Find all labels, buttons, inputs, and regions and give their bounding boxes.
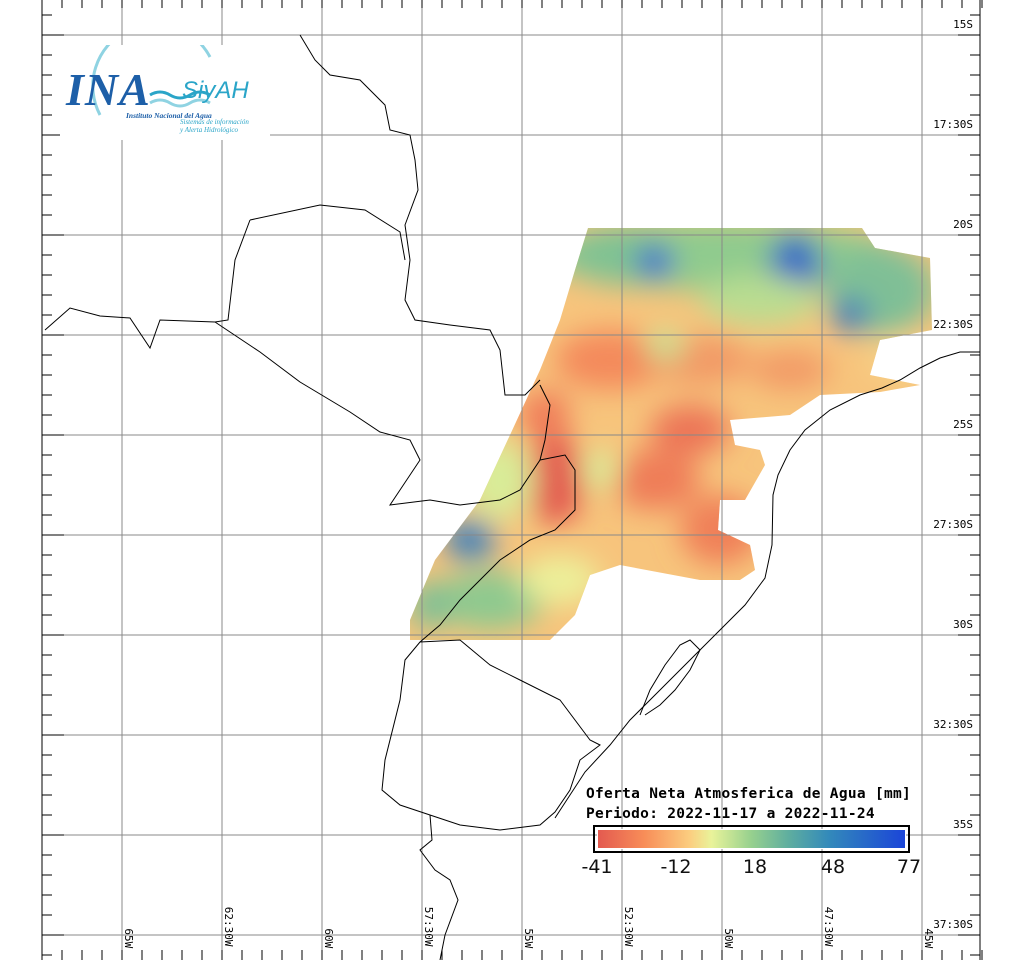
latitude-label: 35S — [953, 818, 973, 831]
logo-arc-icon — [91, 45, 212, 116]
latitude-label: 22:30S — [933, 318, 973, 331]
logo-subtitle-line2: y Alerta Hidrológico — [180, 126, 238, 134]
legend-title-block: Oferta Neta Atmosferica de Agua [mm] Peri… — [586, 784, 911, 824]
longitude-label: 55W — [522, 928, 535, 948]
axis-ticks — [41, 0, 983, 960]
longitude-label: 50W — [722, 928, 735, 948]
legend-period: Periodo: 2022-11-17 a 2022-11-24 — [586, 806, 875, 822]
latitude-label: 17:30S — [933, 118, 973, 131]
latitude-label: 27:30S — [933, 518, 973, 531]
longitude-label: 47:30W — [822, 907, 835, 947]
latitude-label: 30S — [953, 618, 973, 631]
longitude-label: 52:30W — [622, 907, 635, 947]
colorbar — [593, 825, 910, 853]
colorbar-tick: 18 — [742, 856, 768, 878]
ina-siyah-logo: INA SiyAH Instituto Nacional del Agua Si… — [60, 45, 270, 140]
logo-acronym: INA — [66, 64, 151, 115]
grid-lines — [42, 0, 980, 960]
latitude-label: 37:30S — [933, 918, 973, 931]
latitude-label: 32:30S — [933, 718, 973, 731]
logo-subtitle-line1: Sistemas de información — [180, 118, 249, 126]
latitude-label: 20S — [953, 218, 973, 231]
logo-system: SiyAH — [182, 77, 249, 104]
logo-institute: Instituto Nacional del Agua — [126, 111, 212, 120]
legend-title: Oferta Neta Atmosferica de Agua [mm] — [586, 786, 912, 802]
longitude-label: 57:30W — [422, 907, 435, 947]
logo-subtitle: Sistemas de información y Alerta Hidroló… — [180, 118, 249, 134]
longitude-label: 62:30W — [222, 907, 235, 947]
political-boundaries — [44, 34, 980, 960]
colorbar-tick: -41 — [581, 856, 613, 878]
longitude-label: 45W — [922, 928, 935, 948]
colorbar-tick: 48 — [820, 856, 846, 878]
longitude-label: 60W — [322, 928, 335, 948]
latitude-label: 15S — [953, 18, 973, 31]
colorbar-tick: 77 — [896, 856, 922, 878]
colorbar-gradient — [597, 829, 906, 849]
longitude-label: 65W — [122, 928, 135, 948]
latitude-label: 25S — [953, 418, 973, 431]
colorbar-tick: -12 — [660, 856, 692, 878]
